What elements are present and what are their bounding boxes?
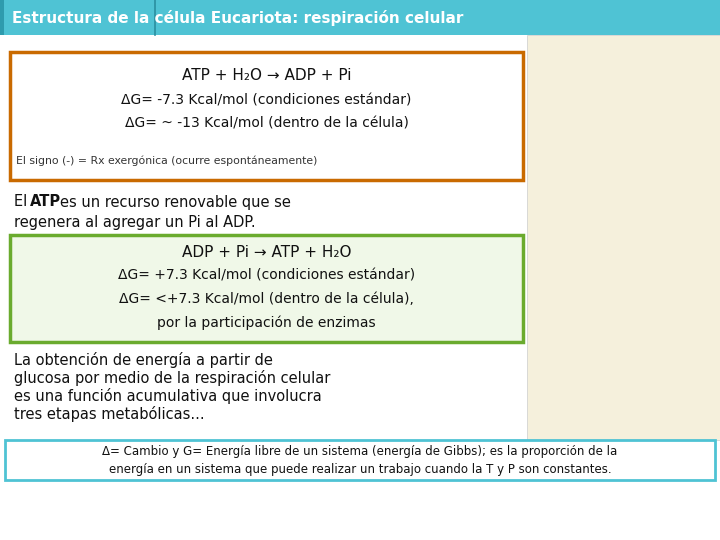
Text: tres etapas metabólicas...: tres etapas metabólicas...: [14, 406, 204, 422]
Text: ΔG= -7.3 Kcal/mol (condiciones estándar): ΔG= -7.3 Kcal/mol (condiciones estándar): [121, 93, 412, 107]
Text: Δ= Cambio y G= Energía libre de un sistema (energía de Gibbs); es la proporción : Δ= Cambio y G= Energía libre de un siste…: [102, 446, 618, 458]
Text: es un recurso renovable que se: es un recurso renovable que se: [60, 194, 291, 210]
Bar: [5, 440, 715, 480]
Text: regenera al agregar un Pi al ADP.: regenera al agregar un Pi al ADP.: [14, 214, 256, 230]
Bar: [0, 0, 4, 35]
Text: es una función acumulativa que involucra: es una función acumulativa que involucra: [14, 388, 322, 404]
Text: El: El: [14, 194, 32, 210]
Bar: [0, 0, 720, 35]
Bar: [10, 52, 523, 180]
Text: ADP + Pi → ATP + H₂O: ADP + Pi → ATP + H₂O: [181, 245, 351, 260]
Text: ATP + H₂O → ADP + Pi: ATP + H₂O → ADP + Pi: [181, 68, 351, 83]
Text: ATP: ATP: [30, 194, 61, 210]
Text: ΔG= <+7.3 Kcal/mol (dentro de la célula),: ΔG= <+7.3 Kcal/mol (dentro de la célula)…: [119, 292, 414, 306]
Text: por la participación de enzimas: por la participación de enzimas: [157, 315, 376, 330]
Bar: [10, 235, 523, 342]
Bar: [527, 35, 720, 440]
Text: energía en un sistema que puede realizar un trabajo cuando la T y P son constant: energía en un sistema que puede realizar…: [109, 462, 611, 476]
Text: ΔG= ~ -13 Kcal/mol (dentro de la célula): ΔG= ~ -13 Kcal/mol (dentro de la célula): [125, 117, 408, 131]
Text: glucosa por medio de la respiración celular: glucosa por medio de la respiración celu…: [14, 370, 330, 386]
Text: ΔG= +7.3 Kcal/mol (condiciones estándar): ΔG= +7.3 Kcal/mol (condiciones estándar): [118, 269, 415, 282]
Text: Estructura de la célula Eucariota: respiración celular: Estructura de la célula Eucariota: respi…: [12, 10, 464, 25]
Text: El signo (-) = Rx exergónica (ocurre espontáneamente): El signo (-) = Rx exergónica (ocurre esp…: [16, 156, 318, 166]
Text: La obtención de energía a partir de: La obtención de energía a partir de: [14, 352, 273, 368]
